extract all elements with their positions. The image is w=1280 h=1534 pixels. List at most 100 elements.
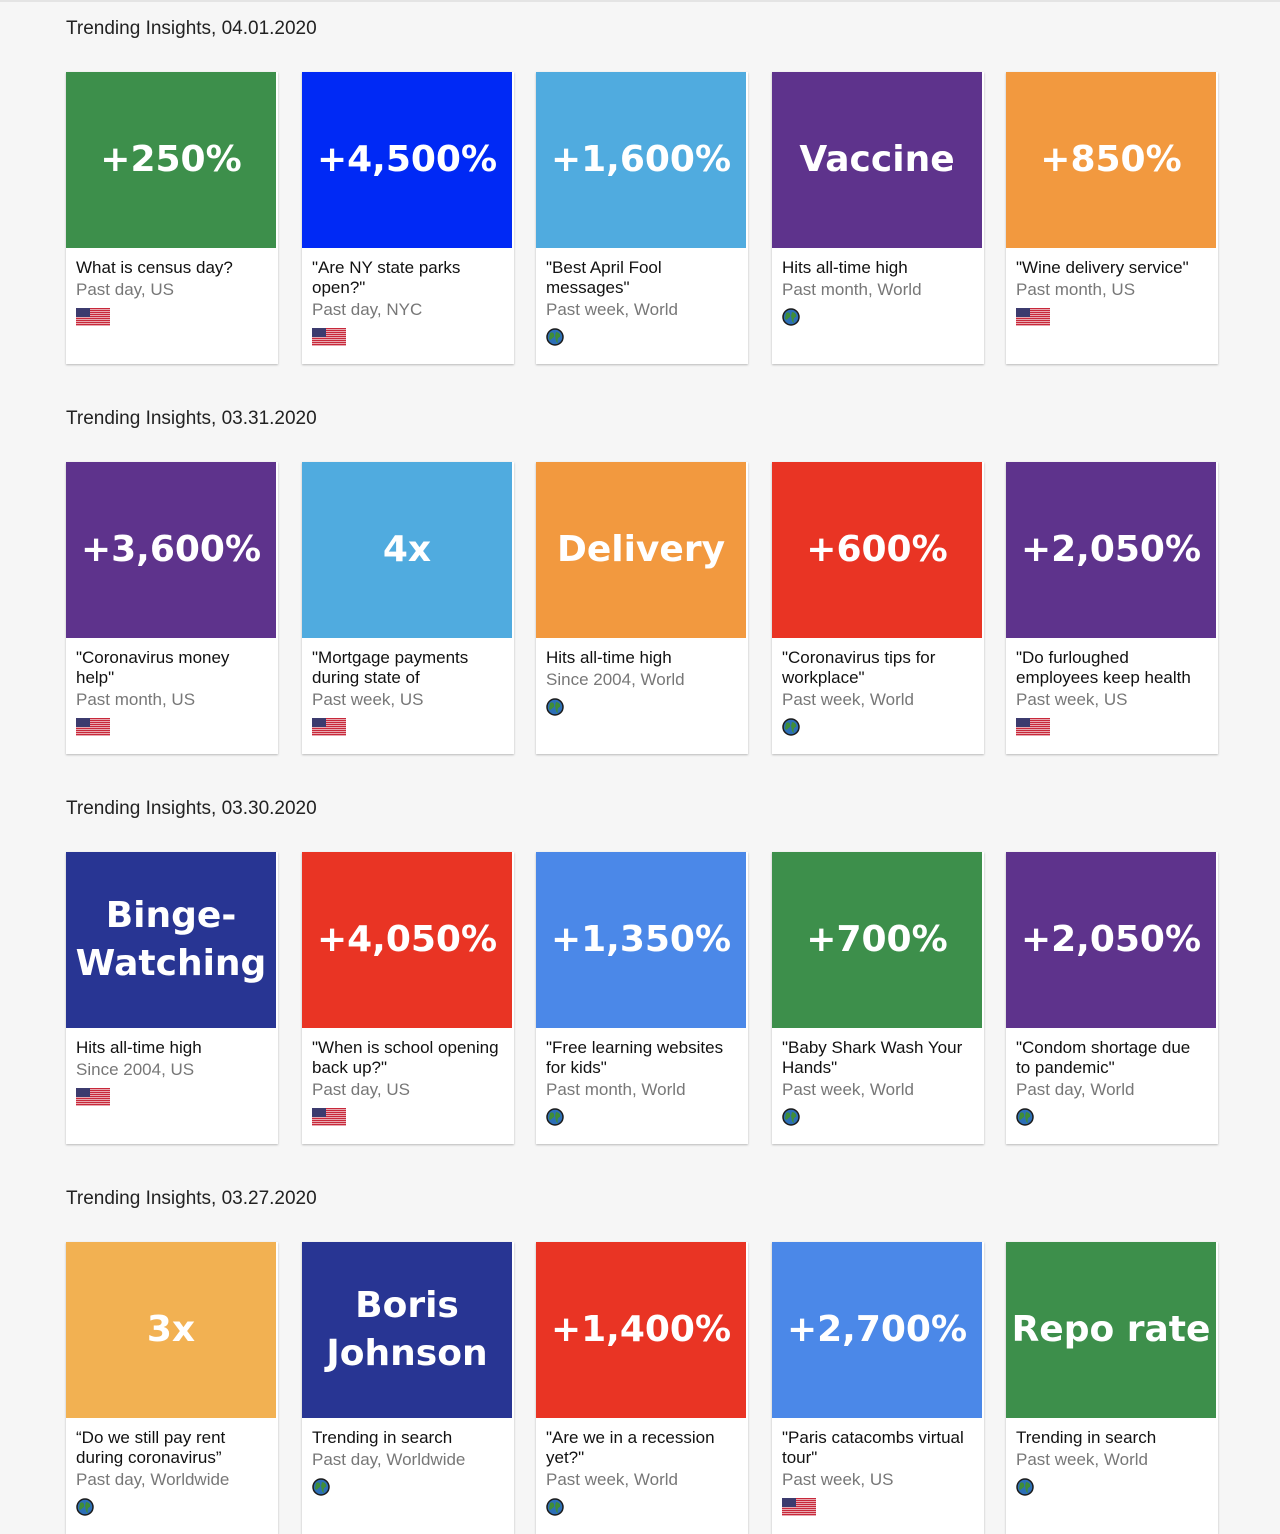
insight-card[interactable]: Vaccine Hits all-time high Past month, Wor… <box>772 72 984 364</box>
card-meta: Past month, World <box>546 1080 686 1099</box>
insight-card[interactable]: +250% What is census day? Past day, US <box>66 72 278 364</box>
card-tile: Repo rate <box>1006 1242 1216 1418</box>
card-body: "Paris catacombs virtual tour" Past week,… <box>772 1418 984 1521</box>
insight-section: Trending Insights, 03.30.2020 Binge-Watch… <box>66 798 1226 1144</box>
card-body: "Coronavirus tips for workplace" Past wee… <box>772 638 984 741</box>
card-headline: "Best April Fool messages" <box>546 258 662 297</box>
insight-card[interactable]: Boris Johnson Trending in search Past day,… <box>302 1242 514 1534</box>
insight-card[interactable]: +700% "Baby Shark Wash Your Hands" Past we… <box>772 852 984 1144</box>
card-body: "Do furloughed employees keep health Past… <box>1006 638 1218 741</box>
card-headline: "Do furloughed employees keep health <box>1016 648 1191 687</box>
insight-card[interactable]: Delivery Hits all-time high Since 2004, Wo… <box>536 462 748 754</box>
section-title: Trending Insights, 04.01.2020 <box>66 18 317 39</box>
insight-card[interactable]: 3x “Do we still pay rent during coronavir… <box>66 1242 278 1534</box>
card-tile: Delivery <box>536 462 746 638</box>
insight-card[interactable]: Binge-Watching Hits all-time high Since 20… <box>66 852 278 1144</box>
card-tile: +2,050% <box>1006 462 1216 638</box>
insight-card[interactable]: +2,050% "Do furloughed employees keep hea… <box>1006 462 1218 754</box>
card-headline: “Do we still pay rent during coronavirus… <box>76 1428 226 1467</box>
card-body: "Best April Fool messages" Past week, Wor… <box>536 248 748 351</box>
card-body: "Free learning websites for kids" Past mo… <box>536 1028 748 1131</box>
card-headline: "Free learning websites for kids" <box>546 1038 724 1077</box>
insight-card[interactable]: +1,400% "Are we in a recession yet?" Past … <box>536 1242 748 1534</box>
card-meta: Past week, World <box>546 1470 678 1489</box>
card-headline: "Wine delivery service" <box>1016 258 1189 277</box>
card-headline: Trending in search <box>312 1428 453 1447</box>
card-tile: +3,600% <box>66 462 276 638</box>
card-meta: Past week, US <box>782 1470 894 1489</box>
card-meta: Past day, Worldwide <box>76 1470 230 1489</box>
us-flag <box>76 1088 268 1111</box>
insight-section: Trending Insights, 03.31.2020 +3,600% "Cor… <box>66 408 1226 754</box>
section-title: Trending Insights, 03.30.2020 <box>66 798 317 819</box>
insight-card[interactable]: +4,500% "Are NY state parks open?" Past da… <box>302 72 514 364</box>
us-flag <box>312 718 504 741</box>
card-headline: "Paris catacombs virtual tour" <box>782 1428 964 1467</box>
insight-card[interactable]: +850% "Wine delivery service" Past month, … <box>1006 72 1218 364</box>
card-tile: 3x <box>66 1242 276 1418</box>
globe-icon <box>1016 1108 1208 1131</box>
card-meta: Since 2004, World <box>546 670 685 689</box>
card-tile: +1,350% <box>536 852 746 1028</box>
card-body: "Wine delivery service" Past month, US <box>1006 248 1218 331</box>
card-body: Trending in search Past day, Worldwide <box>302 1418 514 1501</box>
card-headline: "When is school opening back up?" <box>312 1038 499 1077</box>
card-meta: Past week, US <box>1016 690 1128 709</box>
card-meta: Past week, World <box>782 1080 914 1099</box>
card-headline: "Coronavirus money help" <box>76 648 230 687</box>
card-meta: Past day, NYC <box>312 300 423 319</box>
globe-icon <box>1016 1478 1208 1501</box>
insight-card[interactable]: 4x "Mortgage payments during state of Past… <box>302 462 514 754</box>
insight-card[interactable]: +600% "Coronavirus tips for workplace" Pas… <box>772 462 984 754</box>
card-body: “Do we still pay rent during coronavirus… <box>66 1418 278 1521</box>
card-tile: +1,400% <box>536 1242 746 1418</box>
insight-card[interactable]: +2,050% "Condom shortage due to pandemic"… <box>1006 852 1218 1144</box>
us-flag <box>1016 718 1208 741</box>
us-flag <box>312 1108 504 1131</box>
globe-icon <box>312 1478 504 1501</box>
card-meta: Past day, US <box>76 280 174 299</box>
card-body: "Mortgage payments during state of Past w… <box>302 638 514 741</box>
card-meta: Past day, US <box>312 1080 410 1099</box>
section-title: Trending Insights, 03.27.2020 <box>66 1188 317 1209</box>
globe-icon <box>782 1108 974 1131</box>
card-tile: +2,700% <box>772 1242 982 1418</box>
insight-card[interactable]: +2,700% "Paris catacombs virtual tour" Pas… <box>772 1242 984 1534</box>
globe-icon <box>782 308 974 331</box>
card-body: "Are NY state parks open?" Past day, NYC <box>302 248 514 351</box>
card-meta: Past month, US <box>1016 280 1136 299</box>
card-headline: "Are NY state parks open?" <box>312 258 461 297</box>
insight-card[interactable]: +4,050% "When is school opening back up?"… <box>302 852 514 1144</box>
top-bar <box>0 0 1280 2</box>
card-tile: +4,500% <box>302 72 512 248</box>
insight-card[interactable]: +1,600% "Best April Fool messages" Past we… <box>536 72 748 364</box>
card-meta: Past day, World <box>1016 1080 1135 1099</box>
card-tile: Vaccine <box>772 72 982 248</box>
section-title: Trending Insights, 03.31.2020 <box>66 408 317 429</box>
insight-card[interactable]: +1,350% "Free learning websites for kids"… <box>536 852 748 1144</box>
us-flag <box>76 308 268 331</box>
globe-icon <box>546 698 738 721</box>
card-headline: What is census day? <box>76 258 233 277</box>
insight-card[interactable]: +3,600% "Coronavirus money help" Past mont… <box>66 462 278 754</box>
insight-card[interactable]: Repo rate Trending in search Past week, Wo… <box>1006 1242 1218 1534</box>
card-meta: Past week, World <box>782 690 914 709</box>
card-meta: Past month, US <box>76 690 196 709</box>
card-body: Trending in search Past week, World <box>1006 1418 1218 1501</box>
card-tile: Binge-Watching <box>66 852 276 1028</box>
card-meta: Past week, World <box>1016 1450 1148 1469</box>
card-body: "When is school opening back up?" Past da… <box>302 1028 514 1131</box>
card-body: "Baby Shark Wash Your Hands" Past week, W… <box>772 1028 984 1131</box>
card-meta: Past week, US <box>312 690 424 709</box>
card-meta: Since 2004, US <box>76 1060 195 1079</box>
card-meta: Past week, World <box>546 300 678 319</box>
card-tile: +2,050% <box>1006 852 1216 1028</box>
card-meta: Past day, Worldwide <box>312 1450 466 1469</box>
card-tile: +700% <box>772 852 982 1028</box>
card-tile: +600% <box>772 462 982 638</box>
card-tile: +4,050% <box>302 852 512 1028</box>
card-body: "Condom shortage due to pandemic" Past da… <box>1006 1028 1218 1131</box>
us-flag <box>76 718 268 741</box>
card-headline: Hits all-time high <box>546 648 672 667</box>
